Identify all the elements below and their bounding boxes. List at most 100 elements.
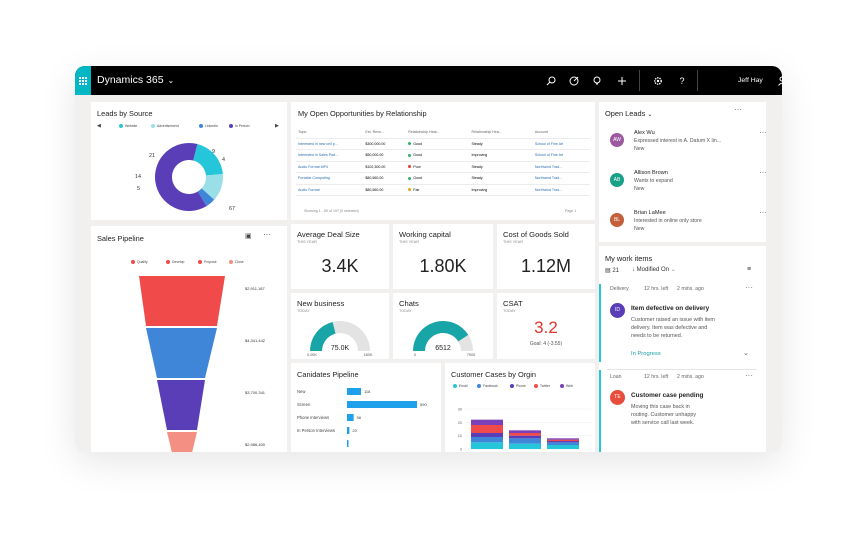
account-cell[interactable]: Northwind Trad... <box>532 184 590 196</box>
more-options-icon[interactable]: ··· <box>759 128 767 137</box>
stacked-bar-segment[interactable] <box>471 419 503 425</box>
table-row[interactable]: Portable Computing $80,560.00 Good Steady No… <box>296 172 590 185</box>
help-icon[interactable]: ? <box>679 75 685 86</box>
candidate-bar[interactable] <box>347 401 417 408</box>
plus-icon[interactable] <box>614 66 630 95</box>
stacked-bar-segment[interactable] <box>509 438 541 444</box>
lead-item[interactable]: AB Allison Brown Wants to expand New ··· <box>607 168 782 198</box>
lightbulb-icon[interactable] <box>589 66 605 95</box>
health-cell-text: Good <box>413 141 423 146</box>
funnel-stage-qualify[interactable] <box>139 276 225 326</box>
donut-slice-advertisement[interactable] <box>201 174 223 200</box>
stacked-bar-segment[interactable] <box>471 425 503 433</box>
category-label: Screen <box>297 402 311 407</box>
donut-slice-website[interactable] <box>193 144 223 176</box>
funnel-stage-close[interactable] <box>167 432 197 452</box>
more-options-icon[interactable]: ··· <box>759 168 767 177</box>
column-header[interactable]: Relationship Heal... <box>406 127 470 139</box>
revenue-cell: $300,000.00 <box>363 138 407 150</box>
topic-cell-text: Interested in new cell p... <box>298 141 338 146</box>
work-item[interactable]: Delivery 12 hrs. left 2 mins. ago ··· ID… <box>607 283 753 366</box>
funnel-stage-propose[interactable] <box>157 380 205 430</box>
filter-icon[interactable]: ≡ <box>747 266 752 273</box>
stacked-bar-segment[interactable] <box>547 441 579 443</box>
stacked-bar-segment[interactable] <box>509 435 541 439</box>
open-leads-title[interactable]: Open Leads ⌄ <box>605 109 653 118</box>
work-item-age: 2 mins. ago <box>677 374 704 380</box>
more-options-icon[interactable]: ··· <box>745 283 753 292</box>
gauge-card-chats[interactable]: Chats TODAY 6512 0 7900 <box>393 293 493 359</box>
stacked-bar-segment[interactable] <box>509 430 541 433</box>
work-item[interactable]: Loan 12 hrs. left 2 mins. ago ··· TE Cus… <box>607 371 753 452</box>
table-row[interactable]: Interested in Sales Pad... $50,000.00 Good… <box>296 149 590 162</box>
more-options-icon[interactable]: ··· <box>734 105 742 114</box>
stacked-bar-segment[interactable] <box>547 439 579 441</box>
topic-cell[interactable]: Portable Computing <box>296 172 364 185</box>
gear-icon[interactable] <box>650 66 666 95</box>
more-options-icon[interactable]: ··· <box>263 230 271 239</box>
lead-item[interactable]: BL Brian LaMee Interested in online only… <box>607 208 782 238</box>
sort-control[interactable]: ↓ Modified On ⌄ <box>632 267 676 273</box>
gauge-card-new-business[interactable]: New business TODAY 75.0K 0.00K 180K <box>291 293 389 359</box>
more-options-icon[interactable]: ··· <box>745 371 753 380</box>
account-cell-text: School of Fine Art <box>534 153 564 158</box>
account-cell[interactable]: Northwind Trad... <box>532 172 590 185</box>
candidate-bar[interactable] <box>347 440 349 447</box>
kpi-card-cogs[interactable]: Cost of Goods Sold THIS YEAR 1.12M <box>497 224 595 289</box>
table-row[interactable]: Interested in new cell p... $300,000.00 Go… <box>296 138 590 150</box>
stacked-bar-segment[interactable] <box>547 438 579 440</box>
kpi-card-working-capital[interactable]: Working capital THIS YEAR 1.80K <box>393 224 493 289</box>
topic-cell[interactable]: Interested in new cell p... <box>296 138 364 150</box>
csat-card[interactable]: CSAT TODAY 3.2 Goal: 4 (-3.55) <box>497 293 595 359</box>
revenue-cell: $80,560.00 <box>363 184 407 196</box>
account-cell[interactable]: School of Fine Art <box>532 138 590 150</box>
topic-cell[interactable]: Interested in Sales Pad... <box>296 149 364 162</box>
stacked-bar-segment[interactable] <box>471 437 503 443</box>
panel-title: Canidates Pipeline <box>297 370 359 379</box>
waffle-icon[interactable] <box>75 66 91 95</box>
funnel-stage-develop[interactable] <box>146 328 217 378</box>
kpi-card-avg-deal[interactable]: Average Deal Size THIS YEAR 3.4K <box>291 224 389 289</box>
account-cell[interactable]: Northwind Trad... <box>532 161 590 173</box>
csat-title: CSAT <box>503 299 523 308</box>
app-switcher[interactable]: Dynamics 365 ⌄ <box>97 66 174 95</box>
lead-item[interactable]: AW Alex Wu Expressed interest in A. Datu… <box>607 128 782 158</box>
avatar: BL <box>610 213 624 227</box>
stacked-bar-segment[interactable] <box>509 443 541 449</box>
chevron-down-icon[interactable]: ⌄ <box>743 350 749 357</box>
column-header[interactable]: Topic <box>296 127 364 139</box>
legend-prev-icon[interactable]: ◀ <box>97 123 101 129</box>
stacked-bar-segment[interactable] <box>471 433 503 437</box>
candidate-bar[interactable] <box>347 414 354 421</box>
table-row[interactable]: Audio Format $80,560.00 Fair Improving North… <box>296 184 590 196</box>
user-name[interactable]: Jeff Hay <box>738 77 763 84</box>
stacked-bar-segment[interactable] <box>547 442 579 445</box>
column-header[interactable]: Relationship Hea... <box>469 127 533 139</box>
stacked-bar-segment[interactable] <box>471 442 503 449</box>
bar-value-label: 118 <box>364 389 371 394</box>
person-icon[interactable] <box>774 66 782 95</box>
target-icon[interactable] <box>566 66 582 95</box>
column-header[interactable]: Est. Reve... <box>363 127 407 139</box>
trend-cell-text: Steady <box>471 164 483 169</box>
export-icon[interactable]: ▣ <box>245 233 252 240</box>
candidate-bar[interactable] <box>347 427 350 434</box>
category-label: Phone Interviews <box>297 415 329 420</box>
search-icon[interactable] <box>543 66 559 95</box>
work-item-type: Delivery <box>610 286 629 292</box>
donut-slice-in-person[interactable] <box>155 143 207 211</box>
pager[interactable]: Page 1 <box>565 209 577 213</box>
account-cell[interactable]: School of Fine Art <box>532 149 590 162</box>
donut-slice-linkedin[interactable] <box>197 188 215 207</box>
stacked-bar-segment[interactable] <box>509 433 541 436</box>
legend-next-icon[interactable]: ▶ <box>275 123 279 129</box>
topic-cell[interactable]: Audio Format <box>296 184 364 196</box>
candidate-bar[interactable] <box>347 388 361 395</box>
topic-cell[interactable]: Audio Format MP4 <box>296 161 364 173</box>
table-row[interactable]: Audio Format MP4 $102,300.00 Poor Steady Nor… <box>296 161 590 173</box>
column-header[interactable]: Account <box>532 127 590 139</box>
more-options-icon[interactable]: ··· <box>759 208 767 217</box>
legend-propose: Propose <box>198 260 217 265</box>
stacked-bar-segment[interactable] <box>547 445 579 449</box>
lead-name: Alex Wu <box>634 130 655 136</box>
